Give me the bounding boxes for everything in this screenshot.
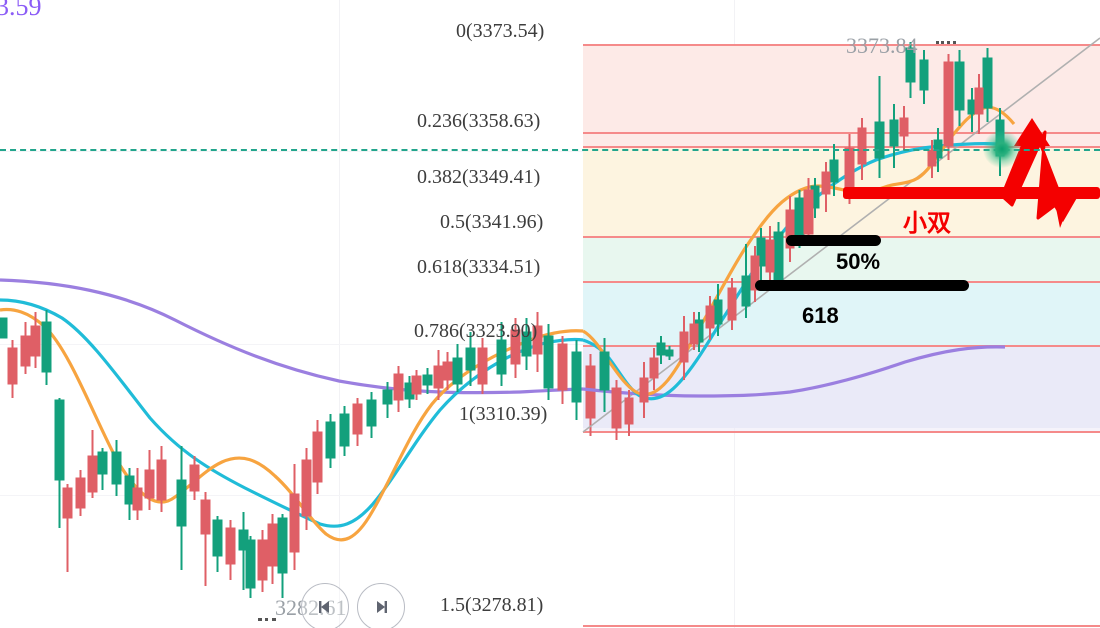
fib-line-1 — [583, 431, 1100, 433]
fib-label-618: 0.618(3334.51) — [417, 256, 541, 278]
fib-line-15 — [583, 625, 1100, 627]
top-left-value: 3.59 — [0, 0, 42, 21]
replay-play-button[interactable] — [357, 583, 405, 628]
horizontal-gridline — [0, 151, 1100, 152]
annotation-line-50 — [786, 235, 881, 246]
fib-zone-236-382 — [583, 134, 1100, 146]
play-forward-icon — [377, 601, 387, 613]
fib-zone-618-786 — [583, 283, 1100, 345]
fib-label-382: 0.382(3349.41) — [417, 166, 541, 188]
step-back-icon — [319, 601, 329, 613]
fib-line-382 — [583, 146, 1100, 148]
dotted-leader-high — [936, 41, 956, 47]
current-price-dot — [983, 130, 1021, 168]
fib-label-786: 0.786(3323.90) — [414, 320, 538, 342]
current-price-dashed-line — [0, 149, 1100, 151]
annotation-label-cn: 小双 — [903, 209, 951, 237]
fib-line-236 — [583, 132, 1100, 134]
fib-label-0: 0(3373.54) — [456, 20, 545, 42]
fib-zone-0-236 — [583, 45, 1100, 134]
fib-line-786 — [583, 345, 1100, 347]
annotation-label-618: 618 — [802, 303, 839, 328]
fib-label-1: 1(3310.39) — [459, 403, 548, 425]
fib-label-5: 0.5(3341.96) — [440, 211, 544, 233]
dotted-leader-low — [258, 618, 276, 624]
price-high-label: 3373.84 — [846, 33, 918, 58]
horizontal-gridline — [0, 495, 1100, 496]
annotation-line-618 — [755, 280, 969, 291]
fib-zone-below-1 — [583, 347, 1100, 431]
fib-label-15: 1.5(3278.81) — [440, 594, 544, 616]
annotation-line-resistance — [843, 187, 1100, 199]
fib-label-236: 0.236(3358.63) — [417, 110, 541, 132]
fib-line-0 — [583, 44, 1100, 46]
replay-step-button[interactable] — [301, 583, 349, 628]
vertical-gridline — [339, 0, 340, 628]
annotation-label-50: 50% — [836, 249, 881, 274]
